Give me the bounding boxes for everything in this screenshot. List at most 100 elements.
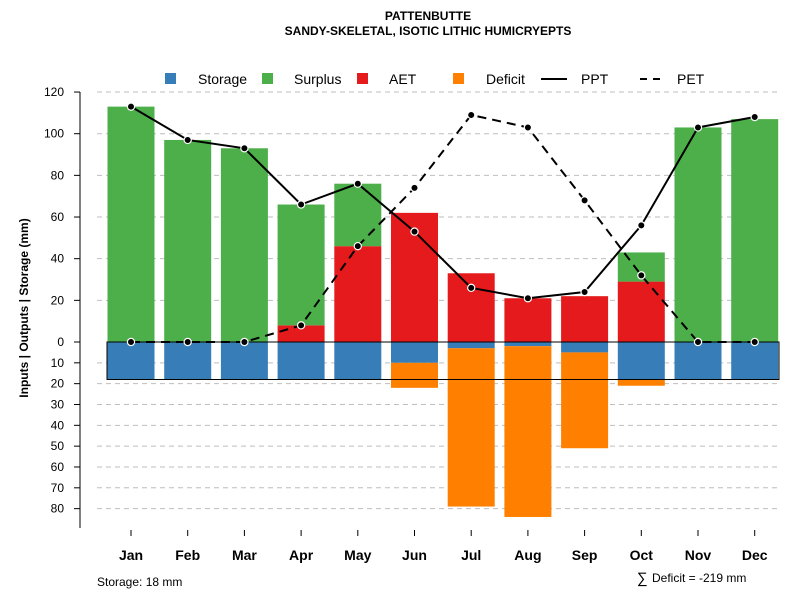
deficit-footer: Deficit = -219 mm bbox=[652, 571, 746, 585]
storage-bar bbox=[447, 342, 495, 349]
pet-point bbox=[693, 337, 703, 347]
pet-point bbox=[523, 123, 533, 132]
ppt-point bbox=[296, 200, 306, 209]
x-tick-label-jan: Jan bbox=[119, 547, 143, 563]
surplus-bar bbox=[731, 119, 779, 342]
legend-label-ppt: PPT bbox=[581, 71, 609, 87]
ppt-point bbox=[183, 135, 192, 145]
x-tick-label-mar: Mar bbox=[232, 547, 257, 563]
pet-point bbox=[240, 337, 249, 347]
pet-point bbox=[580, 196, 589, 205]
legend-swatch-deficit bbox=[453, 73, 464, 84]
x-tick-label-may: May bbox=[344, 547, 371, 563]
pet-point bbox=[296, 321, 306, 330]
storage-bar bbox=[617, 342, 665, 380]
storage-bar bbox=[107, 342, 155, 380]
storage-bar bbox=[164, 342, 212, 380]
legend-swatch-surplus bbox=[262, 73, 273, 84]
legend-label-storage: Storage bbox=[198, 71, 247, 87]
y-tick-label: 80 bbox=[51, 168, 65, 182]
series-points bbox=[126, 102, 759, 347]
x-tick-label-oct: Oct bbox=[630, 547, 654, 563]
pet-point bbox=[183, 337, 192, 347]
pet-line bbox=[131, 113, 755, 343]
pet-point bbox=[750, 337, 759, 347]
x-tick-label-jul: Jul bbox=[461, 547, 481, 563]
aet-bar bbox=[561, 296, 609, 342]
y-tick-label: 40 bbox=[51, 418, 65, 432]
y-tick-label: 70 bbox=[51, 481, 65, 495]
y-tick-label: 40 bbox=[51, 252, 65, 266]
aet-bar bbox=[504, 298, 552, 342]
x-tick-label-sep: Sep bbox=[572, 547, 598, 563]
aet-bar bbox=[447, 273, 495, 342]
ppt-point bbox=[693, 123, 703, 132]
storage-bar bbox=[731, 342, 779, 380]
x-tick-label-aug: Aug bbox=[514, 547, 541, 563]
storage-bar bbox=[561, 342, 609, 353]
aet-bar bbox=[277, 325, 325, 342]
deficit-bar bbox=[504, 346, 552, 517]
ppt-point bbox=[410, 227, 419, 236]
pet-point bbox=[353, 241, 362, 251]
x-tick-label-nov: Nov bbox=[685, 547, 712, 563]
storage-outline bbox=[106, 341, 780, 380]
storage-bar bbox=[220, 342, 268, 380]
legend-swatch-aet bbox=[357, 73, 368, 84]
legend-label-aet: AET bbox=[389, 71, 417, 87]
pet-point bbox=[637, 271, 646, 280]
pet-point bbox=[410, 183, 419, 193]
aet-bar bbox=[334, 246, 382, 342]
x-tick-label-jun: Jun bbox=[402, 547, 427, 563]
ppt-point bbox=[467, 283, 476, 293]
chart-title: PATTENBUTTE bbox=[385, 9, 471, 23]
surplus-bar bbox=[334, 183, 382, 247]
x-tick-label-apr: Apr bbox=[289, 547, 314, 563]
surplus-bar bbox=[107, 106, 155, 342]
deficit-bar bbox=[447, 348, 495, 507]
surplus-bar bbox=[674, 127, 722, 343]
storage-bar bbox=[277, 342, 325, 380]
x-tick-label-feb: Feb bbox=[175, 547, 200, 563]
surplus-bar bbox=[277, 204, 325, 326]
deficit-bar bbox=[391, 362, 438, 388]
ppt-point bbox=[240, 144, 249, 153]
storage-bar bbox=[391, 342, 438, 363]
sum-symbol: ∑ bbox=[637, 570, 648, 587]
legend-swatch-storage bbox=[165, 73, 176, 84]
y-tick-label: 30 bbox=[51, 397, 65, 411]
x-tick-label-dec: Dec bbox=[742, 547, 768, 563]
deficit-bar bbox=[561, 352, 609, 449]
y-tick-label: 100 bbox=[44, 127, 64, 141]
surplus-bar bbox=[164, 139, 212, 342]
y-tick-label: 80 bbox=[51, 502, 65, 516]
bars bbox=[107, 106, 779, 517]
surplus-bar bbox=[220, 148, 268, 342]
y-tick-label: 60 bbox=[51, 460, 65, 474]
storage-bar bbox=[334, 342, 382, 380]
ppt-line bbox=[130, 105, 755, 300]
y-tick-label: 50 bbox=[51, 439, 65, 453]
y-tick-label: 60 bbox=[51, 210, 65, 224]
legend: Storage Surplus AET Deficit PPT PET bbox=[165, 71, 705, 87]
legend-label-deficit: Deficit bbox=[486, 71, 525, 87]
y-tick-label: 10 bbox=[51, 356, 65, 370]
ppt-point bbox=[523, 294, 533, 303]
ppt-point bbox=[637, 221, 646, 230]
ppt-point bbox=[580, 287, 589, 297]
y-tick-label: 20 bbox=[51, 377, 65, 391]
axes: 120 100 80 60 40 20 0 10 20 30 40 50 60 70 80 Jan Feb Mar… bbox=[44, 85, 768, 563]
ppt-point bbox=[126, 102, 136, 111]
storage-footer: Storage: 18 mm bbox=[97, 575, 182, 589]
legend-label-pet: PET bbox=[677, 71, 705, 87]
storage-bar bbox=[504, 342, 552, 347]
y-tick-label: 20 bbox=[51, 293, 65, 307]
y-axis-label: Inputs | Outputs | Storage (mm) bbox=[17, 218, 31, 397]
series-lines bbox=[130, 105, 755, 343]
chart-subtitle: SANDY-SKELETAL, ISOTIC LITHIC HUMICRYEPT… bbox=[285, 24, 572, 38]
deficit-bar bbox=[617, 379, 665, 386]
storage-capacity-box bbox=[106, 341, 780, 380]
legend-label-surplus: Surplus bbox=[294, 71, 341, 87]
aet-bar bbox=[617, 281, 665, 342]
